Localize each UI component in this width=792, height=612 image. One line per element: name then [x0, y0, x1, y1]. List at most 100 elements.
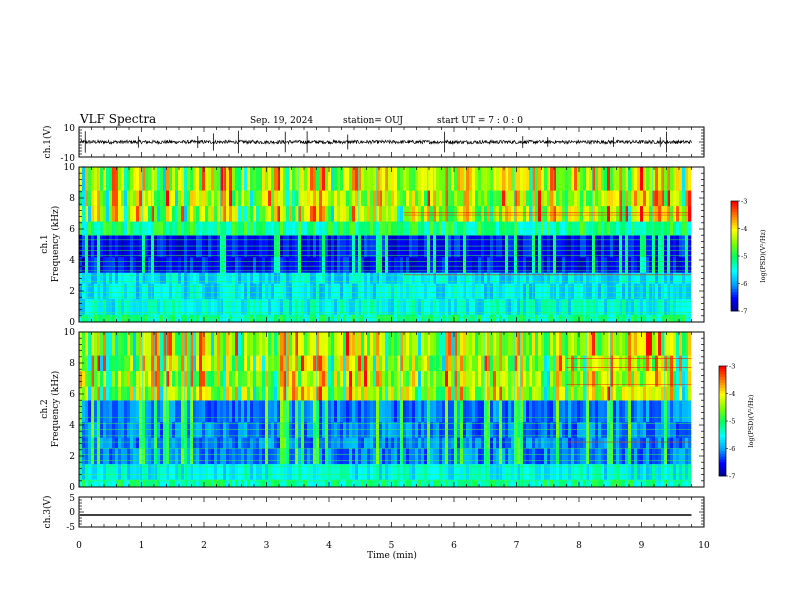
spectrogram-cell — [343, 437, 347, 449]
spectrogram-cell — [595, 355, 599, 372]
spectrogram-cell — [541, 205, 545, 222]
spectrogram-cell — [469, 463, 473, 480]
spectrogram-cell — [400, 479, 404, 488]
spectrogram-cell — [337, 400, 341, 423]
spectrogram-cell — [85, 479, 89, 488]
spectrogram-cell — [559, 400, 563, 423]
spectrogram-cell — [250, 190, 254, 207]
spectrogram-cell — [370, 463, 374, 480]
spectrogram-cell — [598, 272, 602, 284]
spectrogram-cell — [334, 400, 338, 423]
spectrogram-cell — [193, 463, 197, 480]
spectrogram-cell — [661, 463, 665, 480]
spectrogram-cell — [295, 221, 299, 236]
spectrogram-cell — [523, 283, 527, 300]
spectrogram-cell — [103, 283, 107, 300]
spectrogram-cell — [352, 479, 356, 488]
spectrogram-cell — [631, 314, 635, 323]
spectrogram-cell — [205, 448, 209, 465]
spectrogram-cell — [124, 400, 128, 423]
spectrogram-cell — [253, 205, 257, 222]
spectrogram-burst — [142, 167, 144, 322]
spectrogram-cell — [664, 332, 668, 356]
spectrogram-cell — [478, 332, 482, 356]
spectrogram-cell — [85, 370, 89, 387]
spectrogram-cell — [511, 386, 515, 401]
spectrogram-cell — [559, 314, 563, 323]
spectrogram-cell — [244, 283, 248, 300]
spectrogram-cell — [655, 463, 659, 480]
spectrogram-cell — [394, 479, 398, 488]
spectrogram-cell — [643, 370, 647, 387]
spectrogram-cell — [163, 272, 167, 284]
spectrogram-cell — [598, 221, 602, 236]
spectrogram-cell — [406, 221, 410, 236]
spectrogram-cell — [283, 256, 287, 273]
spectrogram-cell — [424, 332, 428, 356]
spectrogram-cell — [271, 272, 275, 284]
spectrogram-cell — [211, 283, 215, 300]
spectrogram-cell — [685, 205, 689, 222]
spectrogram-cell — [121, 221, 125, 236]
spectrogram-cell — [406, 448, 410, 465]
spectrogram-cell — [628, 400, 632, 423]
spectrogram-cell — [424, 463, 428, 480]
spectrogram-cell — [382, 283, 386, 300]
spectrogram-cell — [613, 190, 617, 207]
spectrogram-cell — [427, 437, 431, 449]
spectrogram-cell — [616, 256, 620, 273]
spectrogram-cell — [148, 463, 152, 480]
spectrogram-cell — [481, 272, 485, 284]
spectrogram-cell — [481, 314, 485, 323]
spectrogram-cell — [658, 448, 662, 465]
spectrogram-cell — [508, 221, 512, 236]
spectrogram-cell — [217, 448, 221, 465]
spectrogram-cell — [274, 437, 278, 449]
spectrogram-cell — [340, 167, 344, 191]
spectrogram-cell — [187, 355, 191, 372]
spectrogram-cell — [667, 463, 671, 480]
spectrogram-cell — [679, 283, 683, 300]
spectrogram-cell — [406, 256, 410, 273]
spectrogram-cell — [169, 463, 173, 480]
spectrogram-cell — [388, 283, 392, 300]
spectrogram-cell — [256, 370, 260, 387]
spectrogram-cell — [193, 205, 197, 222]
spectrogram-cell — [178, 463, 182, 480]
spectrogram-cell — [352, 370, 356, 387]
spectrogram-cell — [121, 370, 125, 387]
spectrogram-cell — [304, 355, 308, 372]
spectrogram-cell — [685, 386, 689, 401]
spectrogram-cell — [553, 283, 557, 300]
spectrogram-cell — [613, 386, 617, 401]
spectrogram-cell — [118, 355, 122, 372]
spectrogram-cell — [598, 437, 602, 449]
spectrogram-cell — [364, 400, 368, 423]
spectrogram-cell — [547, 355, 551, 372]
spectrogram-cell — [427, 332, 431, 356]
spectrogram-cell — [307, 283, 311, 300]
spectrogram-cell — [586, 332, 590, 356]
spectrogram-cell — [523, 355, 527, 372]
spectrogram-cell — [328, 221, 332, 236]
spectrogram-cell — [553, 167, 557, 191]
spectrogram-cell — [196, 479, 200, 488]
spectrogram-burst — [619, 167, 621, 322]
spectrogram-cell — [172, 400, 176, 423]
spectrogram-cell — [106, 283, 110, 300]
spectrogram-cell — [385, 272, 389, 284]
spectrogram-cell — [346, 190, 350, 207]
spectrogram-cell — [250, 437, 254, 449]
spectrogram-cell — [598, 355, 602, 372]
spectrogram-cell — [619, 370, 623, 387]
spectrogram-cell — [109, 205, 113, 222]
spectrogram-cell — [115, 314, 119, 323]
spectrogram-cell — [157, 190, 161, 207]
spectrogram-cell — [628, 221, 632, 236]
spectrogram-cell — [373, 448, 377, 465]
spectrogram-cell — [196, 283, 200, 300]
colorbar-swatch — [731, 275, 738, 279]
spectrogram-cell — [304, 332, 308, 356]
colorbar-swatch — [719, 407, 726, 411]
spectrogram-cell — [433, 314, 437, 323]
